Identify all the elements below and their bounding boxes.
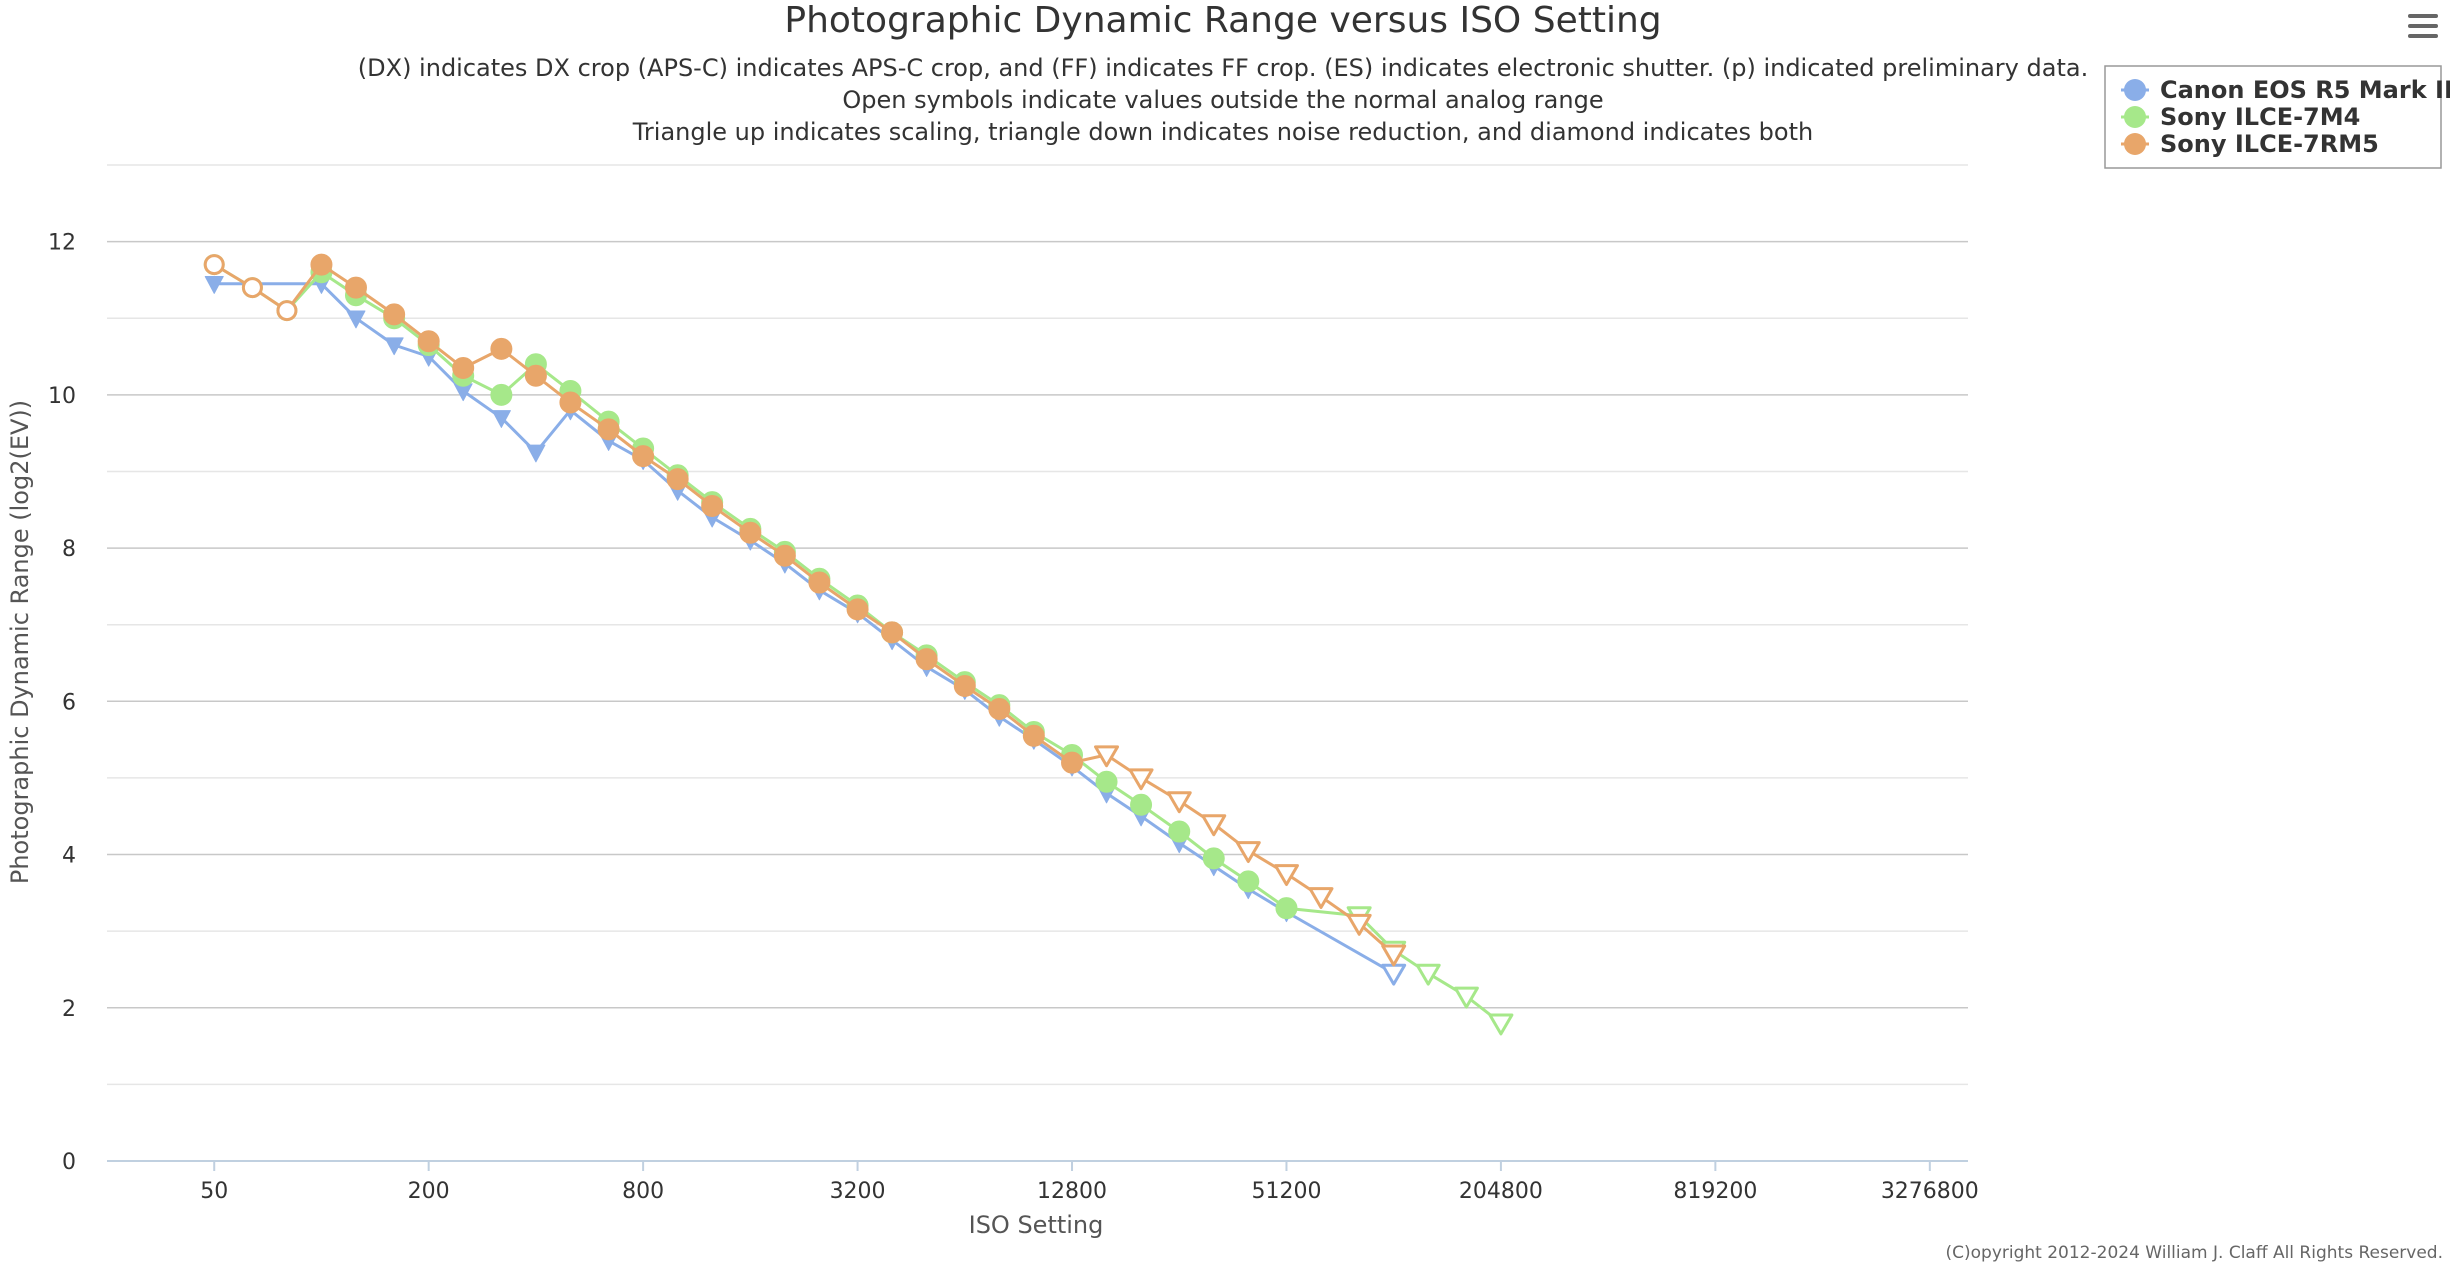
data-point[interactable] bbox=[384, 337, 404, 356]
y-tick-label: 12 bbox=[48, 231, 76, 256]
series-3 bbox=[203, 253, 1407, 967]
legend-marker bbox=[2124, 133, 2146, 155]
legend-label: Sony ILCE-7M4 bbox=[2160, 103, 2360, 131]
data-point[interactable] bbox=[1166, 791, 1192, 814]
legend-item[interactable]: Sony ILCE-7M4 bbox=[2121, 103, 2360, 131]
data-point[interactable] bbox=[1308, 887, 1334, 909]
y-tick-label: 8 bbox=[62, 537, 76, 562]
legend-item[interactable]: Sony ILCE-7RM5 bbox=[2121, 130, 2379, 158]
data-point[interactable] bbox=[491, 410, 511, 428]
x-axis: 50 200 800 3200 12800 51200 204800 819200 327680… bbox=[200, 1161, 1979, 1204]
y-tick-label: 10 bbox=[48, 384, 76, 409]
legend-marker bbox=[2124, 106, 2146, 128]
legend-label: Canon EOS R5 Mark II bbox=[2160, 76, 2450, 104]
data-point[interactable] bbox=[344, 276, 367, 299]
series-line bbox=[213, 263, 1395, 956]
y-tick-label: 0 bbox=[62, 1150, 76, 1175]
data-point[interactable] bbox=[1168, 820, 1191, 843]
x-tick-label: 3200 bbox=[830, 1179, 886, 1204]
data-point[interactable] bbox=[417, 330, 440, 353]
series-layer bbox=[203, 253, 1514, 1036]
data-point[interactable] bbox=[773, 544, 796, 567]
data-point[interactable] bbox=[1061, 751, 1084, 774]
data-point[interactable] bbox=[953, 674, 976, 697]
data-point[interactable] bbox=[632, 445, 655, 468]
data-point[interactable] bbox=[1381, 963, 1407, 986]
chart-subtitle-line-3: Triangle up indicates scaling, triangle … bbox=[632, 118, 1813, 146]
data-point[interactable] bbox=[915, 648, 938, 671]
data-point[interactable] bbox=[701, 494, 724, 517]
data-point[interactable] bbox=[1453, 986, 1479, 1009]
data-point[interactable] bbox=[241, 277, 263, 299]
data-point[interactable] bbox=[346, 310, 366, 329]
data-point[interactable] bbox=[881, 621, 904, 644]
data-point[interactable] bbox=[524, 364, 547, 387]
chart-subtitle-line-1: (DX) indicates DX crop (APS-C) indicates… bbox=[358, 54, 2088, 82]
series-2 bbox=[203, 254, 1514, 1036]
data-point[interactable] bbox=[1235, 841, 1261, 864]
data-point[interactable] bbox=[310, 253, 333, 276]
data-point[interactable] bbox=[1128, 768, 1154, 791]
data-point[interactable] bbox=[597, 418, 620, 441]
data-point[interactable] bbox=[1275, 897, 1298, 920]
x-tick-label: 12800 bbox=[1037, 1179, 1107, 1204]
series-1 bbox=[204, 276, 1407, 986]
copyright-credit: (C)opyright 2012-2024 William J. Claff A… bbox=[1946, 1243, 2444, 1263]
y-axis: 0 2 4 6 8 10 12 bbox=[48, 231, 76, 1175]
data-point[interactable] bbox=[1095, 770, 1118, 793]
x-tick-label: 3276800 bbox=[1881, 1179, 1979, 1204]
legend-marker bbox=[2124, 79, 2146, 101]
y-tick-label: 6 bbox=[62, 690, 76, 715]
grid bbox=[107, 164, 1968, 1162]
x-tick-label: 51200 bbox=[1251, 1179, 1321, 1204]
y-axis-title: Photographic Dynamic Range (log2(EV)) bbox=[6, 400, 34, 884]
series-line bbox=[213, 263, 1502, 1025]
data-point[interactable] bbox=[1273, 864, 1299, 886]
x-tick-label: 50 bbox=[200, 1179, 228, 1204]
data-point[interactable] bbox=[1237, 870, 1260, 893]
data-point[interactable] bbox=[1415, 963, 1441, 986]
data-point[interactable] bbox=[276, 300, 298, 322]
y-tick-label: 2 bbox=[62, 997, 76, 1022]
data-point[interactable] bbox=[452, 357, 475, 380]
data-point[interactable] bbox=[1488, 1013, 1514, 1036]
data-point[interactable] bbox=[1381, 944, 1407, 967]
data-point[interactable] bbox=[490, 337, 513, 360]
chart-subtitle-line-2: Open symbols indicate values outside the… bbox=[842, 86, 1603, 114]
data-point[interactable] bbox=[203, 254, 225, 276]
data-point[interactable] bbox=[204, 276, 224, 294]
x-tick-label: 800 bbox=[622, 1179, 664, 1204]
data-point[interactable] bbox=[1130, 793, 1153, 816]
data-point[interactable] bbox=[559, 391, 582, 414]
y-tick-label: 4 bbox=[62, 844, 76, 869]
data-point[interactable] bbox=[383, 303, 406, 326]
data-point[interactable] bbox=[1202, 847, 1225, 870]
data-point[interactable] bbox=[988, 697, 1011, 720]
hamburger-menu-icon[interactable] bbox=[2406, 12, 2438, 44]
chart-title: Photographic Dynamic Range versus ISO Se… bbox=[784, 0, 1661, 41]
data-point[interactable] bbox=[808, 571, 831, 594]
data-point[interactable] bbox=[490, 383, 513, 406]
legend-label: Sony ILCE-7RM5 bbox=[2160, 130, 2379, 158]
x-tick-label: 819200 bbox=[1673, 1179, 1757, 1204]
data-point[interactable] bbox=[739, 521, 762, 544]
data-point[interactable] bbox=[1094, 745, 1120, 768]
legend-item[interactable]: Canon EOS R5 Mark II bbox=[2121, 76, 2450, 104]
x-tick-label: 200 bbox=[408, 1179, 450, 1204]
data-point[interactable] bbox=[666, 468, 689, 491]
data-point[interactable] bbox=[1201, 814, 1227, 837]
legend-box bbox=[2104, 65, 2442, 169]
data-point[interactable] bbox=[526, 444, 546, 463]
data-point[interactable] bbox=[1022, 724, 1045, 747]
x-tick-label: 204800 bbox=[1459, 1179, 1543, 1204]
x-axis-title: ISO Setting bbox=[969, 1211, 1104, 1239]
data-point[interactable] bbox=[1346, 913, 1372, 936]
data-point[interactable] bbox=[846, 598, 869, 621]
